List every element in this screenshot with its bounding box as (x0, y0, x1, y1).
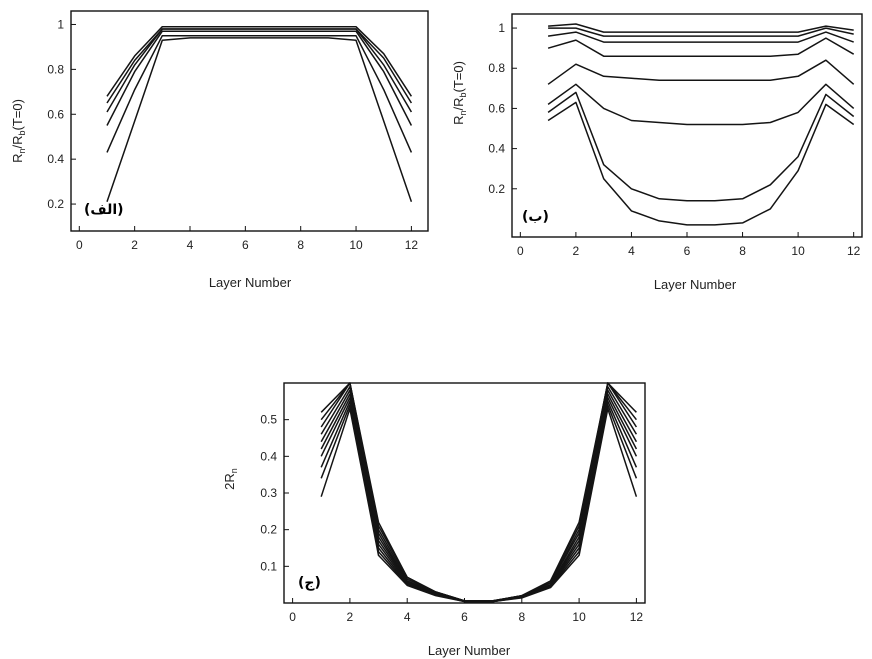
panel-a-series-line-6 (106, 37, 413, 203)
panel-c-x-tick-label-8: 8 (518, 610, 525, 624)
panel-b-ylabel-tail: (T=0) (451, 61, 466, 92)
panel-b-ylabel-mid: /R (451, 98, 466, 111)
panel-b-y-tick-label-0: 0.2 (488, 182, 505, 196)
panel-a-ylabel: Rn/Rb(T=0) (10, 99, 27, 163)
panel-c-curves (320, 382, 638, 603)
chart-panel-b: 0 2 4 6 8 10 120.20.40.60.81 (ب) Layer Number … (451, 13, 863, 292)
panel-c-x-tick-label-6: 6 (461, 610, 468, 624)
panel-a-ylabel-sub-n: n (17, 149, 27, 154)
panel-b-y-tick-label-4: 1 (498, 21, 505, 35)
panel-a-series-line-2 (106, 28, 413, 104)
panel-b-series-line-1 (548, 23, 854, 33)
panel-b-x-tick-label-10: 10 (791, 244, 805, 258)
panel-c-y-tick-label-0: 0.1 (260, 559, 277, 573)
panel-c-ylabel: 2Rn (222, 468, 239, 490)
panel-b-x-tick-label-2: 2 (573, 244, 580, 258)
panel-b-ticks: 0 2 4 6 8 10 12 0.2 0.4 0.6 0.8 1 (488, 21, 860, 258)
panel-c-y-tick-label-1: 0.2 (260, 523, 277, 537)
panel-a-ticks: 0 2 4 6 8 10 12 0.2 0.4 0.6 0.8 1 (47, 17, 418, 252)
panel-a-x-tick-label-2: 2 (131, 238, 138, 252)
panel-b-label: (ب) (522, 209, 549, 225)
panel-b-curves (547, 23, 855, 226)
panel-a-y-tick-label-4: 1 (57, 17, 64, 31)
panel-b-series-line-3 (547, 31, 854, 43)
panel-b-ylabel-sub-b: b (458, 93, 468, 98)
panel-b-x-tick-label-4: 4 (628, 244, 635, 258)
chart-panel-c: 0 2 4 6 8 10 12 0.1 0.2 0.3 0.4 0.5 (ج) Layer Numbe… (222, 382, 646, 658)
panel-a-series-line-3 (106, 28, 413, 113)
panel-c-x-tick-label-2: 2 (347, 610, 354, 624)
panel-a-curves (106, 25, 413, 203)
panel-a-x-tick-label-12: 12 (405, 238, 419, 252)
panel-c-x-tick-label-4: 4 (404, 610, 411, 624)
panel-b-x-tick-label-12: 12 (847, 244, 861, 258)
panel-c-y-tick-label-2: 0.3 (260, 486, 277, 500)
panel-a-ylabel-r: R (10, 154, 25, 163)
panel-a-x-tick-label-6: 6 (242, 238, 249, 252)
panel-c-x-tick-label-12: 12 (630, 610, 644, 624)
panel-a-ylabel-sub-b: b (17, 131, 27, 136)
panel-c-ylabel-sub-n: n (229, 468, 239, 473)
panel-b-series-line-6 (547, 83, 855, 126)
panel-b-xlabel: Layer Number (654, 277, 737, 292)
panel-a-label: (الف) (84, 202, 124, 218)
panel-a-frame (70, 10, 429, 232)
panel-a-x-tick-label-0: 0 (76, 238, 83, 252)
panel-c-xlabel: Layer Number (428, 643, 511, 658)
panel-b-series-line-2 (548, 27, 854, 37)
panel-c-x-tick-label-10: 10 (572, 610, 586, 624)
panel-a-y-tick-label-2: 0.6 (47, 107, 64, 121)
panel-a-y-tick-label-0: 0.2 (47, 197, 64, 211)
panel-b-x-tick-label-6: 6 (684, 244, 691, 258)
panel-c-ticks: 0 2 4 6 8 10 12 0.1 0.2 0.3 0.4 0.5 (260, 413, 643, 624)
panel-b-ylabel: Rn/Rb(T=0) (451, 61, 468, 125)
panel-b-y-tick-label-1: 0.4 (488, 142, 505, 156)
panel-c-x-tick-label-0: 0 (289, 610, 296, 624)
panel-b-series-line-4 (547, 37, 855, 57)
panel-b-series-line-5 (547, 59, 855, 85)
panel-a-x-tick-label-8: 8 (297, 238, 304, 252)
panel-c-y-tick-label-3: 0.4 (260, 449, 277, 463)
panel-c-ylabel-2r: 2R (222, 473, 237, 490)
panel-c-label: (ج) (298, 575, 321, 591)
chart-panel-a: 0 2 4 6 8 10 12 0.2 0.4 0.6 0.8 1 (الف) Layer Numbe… (10, 10, 429, 290)
panel-a-xlabel: Layer Number (209, 275, 292, 290)
panel-a-series-line-1 (106, 25, 413, 97)
panel-b-ylabel-r: R (451, 116, 466, 125)
panel-a-y-tick-label-1: 0.4 (47, 152, 64, 166)
panel-b-x-tick-label-0: 0 (517, 244, 524, 258)
panel-c-series-line-10 (320, 407, 638, 603)
panel-a-ylabel-tail: (T=0) (10, 99, 25, 130)
panel-a-series-line-5 (106, 34, 413, 153)
panel-c-y-tick-label-4: 0.5 (260, 413, 277, 427)
panel-a-ylabel-mid: /R (10, 136, 25, 149)
panel-b-x-tick-label-8: 8 (739, 244, 746, 258)
panel-b-series-line-8 (547, 101, 855, 226)
panel-a-x-tick-label-4: 4 (187, 238, 194, 252)
panel-a-x-tick-label-10: 10 (349, 238, 363, 252)
panel-a-series-line-4 (106, 30, 413, 126)
panel-b-y-tick-label-2: 0.6 (488, 101, 505, 115)
panel-a-y-tick-label-3: 0.8 (47, 62, 64, 76)
panel-b-series-line-7 (547, 91, 855, 202)
panel-b-y-tick-label-3: 0.8 (488, 61, 505, 75)
panel-b-ylabel-sub-n: n (458, 111, 468, 116)
